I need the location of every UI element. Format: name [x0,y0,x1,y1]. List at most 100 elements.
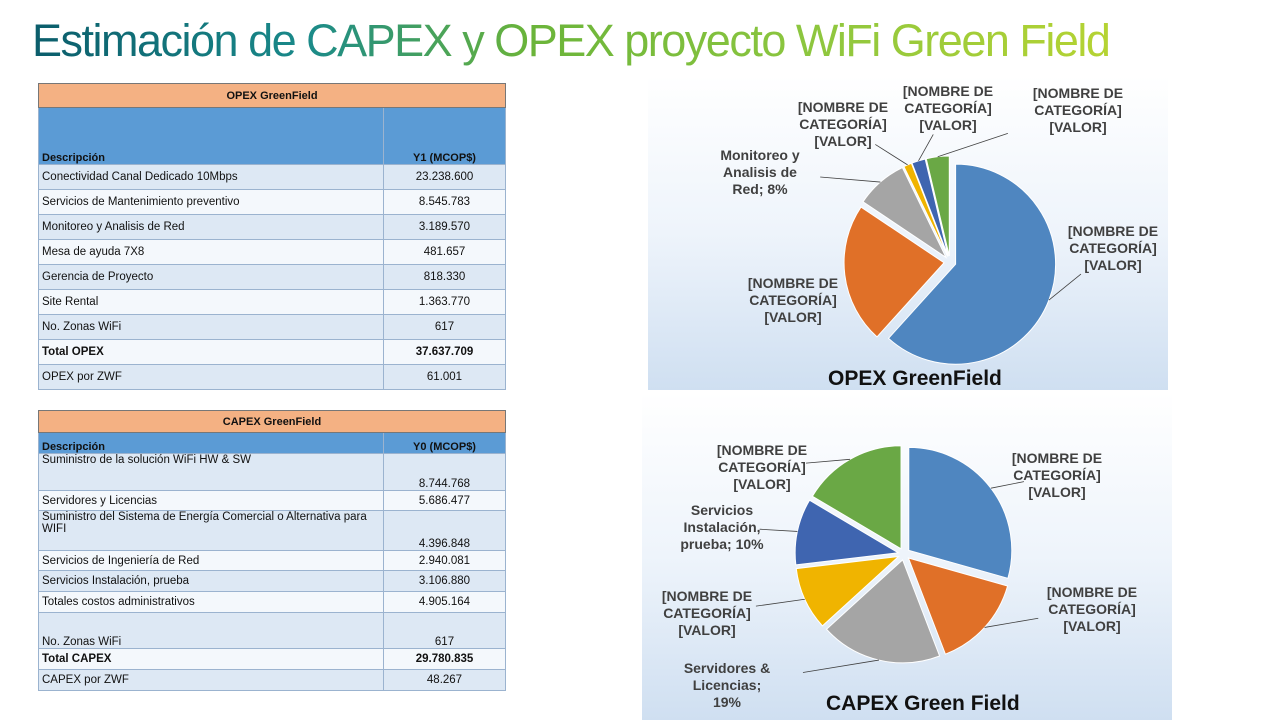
pie [755,445,1039,673]
slice-label: [NOMBRE DE CATEGORÍA] [VALOR] [902,83,994,133]
table-cell: 8.744.768 [383,453,506,491]
pie-slice [911,158,949,257]
table-cell: 2.940.081 [383,550,506,571]
slice-label: [NOMBRE DE CATEGORÍA] [VALOR] [1046,584,1138,634]
table-row: No. Zonas WiFi 617 [38,612,506,649]
table-cell: Suministro de la solución WiFi HW & SW [38,453,384,491]
table-cell: 4.396.848 [383,510,506,551]
table-cell: Total OPEX [38,339,384,365]
table-cell: Servidores y Licencias [38,490,384,511]
table-cell: 4.905.164 [383,591,506,613]
slice-label: [NOMBRE DE CATEGORÍA] [VALOR] [716,442,808,492]
table-cell: Gerencia de Proyecto [38,264,384,290]
leader-line [875,144,908,166]
slice-label: [NOMBRE DE CATEGORÍA] [VALOR] [1032,85,1124,135]
slice-label: [NOMBRE DE CATEGORÍA] [VALOR] [1011,450,1103,500]
pie-slice [862,166,948,259]
pie-slice [795,555,901,627]
table-cell: 8.545.783 [383,189,506,215]
slice-label: Servidores & Licencias; 19% [683,660,771,710]
table-row: No. Zonas WiFi 617 [38,314,506,340]
table-cell: 3.106.880 [383,570,506,592]
table-row: Total CAPEX 29.780.835 [38,648,506,670]
table-cell: Conectividad Canal Dedicado 10Mbps [38,164,384,190]
slice-label: Servicios Instalación, prueba; 10% [680,502,764,552]
leader-line [1048,273,1082,301]
slice-label: [NOMBRE DE CATEGORÍA] [VALOR] [747,275,839,325]
slice-label: [NOMBRE DE CATEGORÍA] [VALOR] [661,588,753,638]
title-row: CAPEX GreenField [38,410,506,433]
header-cell: Y1 (MCOP$) [383,107,506,165]
table-row: Monitoreo y Analisis de Red 3.189.570 [38,214,506,240]
table-cell: OPEX por ZWF [38,364,384,390]
table-cell: 481.657 [383,239,506,265]
table-cell: No. Zonas WiFi [38,612,384,649]
table-row: CAPEX por ZWF 48.267 [38,669,506,691]
pie [820,132,1082,365]
table-cell: No. Zonas WiFi [38,314,384,340]
table-row: Servicios de Mantenimiento preventivo 8.5… [38,189,506,215]
table-cell: Total CAPEX [38,648,384,670]
table-row: Servidores y Licencias 5.686.477 [38,490,506,511]
table-cell: Servicios Instalación, prueba [38,570,384,592]
leader-line [918,134,934,161]
table-cell: 61.001 [383,364,506,390]
pie-slice [794,499,900,566]
table-title: CAPEX GreenField [38,410,506,433]
leader-line [990,481,1025,489]
table-cell: 617 [383,314,506,340]
slice-label: [NOMBRE DE CATEGORÍA] [VALOR] [797,99,889,149]
pie-slice [887,163,1057,365]
leader-line [805,458,851,464]
table-cell: 818.330 [383,264,506,290]
table-cell: 29.780.835 [383,648,506,670]
leader-line [820,176,881,183]
slice-label: [NOMBRE DE CATEGORÍA] [VALOR] [1067,223,1159,273]
table-cell: 23.238.600 [383,164,506,190]
header-cell: Y0 (MCOP$) [383,432,506,454]
header-row: Descripción Y1 (MCOP$) [38,107,506,165]
table-cell: Monitoreo y Analisis de Red [38,214,384,240]
header-cell: Descripción [38,432,384,454]
chart-area: [NOMBRE DE CATEGORÍA] [VALOR] [NOMBRE DE … [642,392,1172,720]
table-cell: Servicios de Ingeniería de Red [38,550,384,571]
header-cell: Descripción [38,107,384,165]
table-row: OPEX por ZWF 61.001 [38,364,506,390]
pie-slice [925,155,950,257]
leader-line [802,659,879,673]
leader-line [755,598,805,607]
pie-slice [811,445,902,550]
table-row: Suministro del Sistema de Energía Comerc… [38,510,506,551]
slide-title: Estimación de CAPEX y OPEX proyecto WiFi… [32,14,1132,68]
leader-line [984,617,1039,628]
slice-label: Monitoreo y Analisis de Red; 8% [720,147,800,197]
chart-title: CAPEX Green Field [826,692,1020,715]
pie-slice [843,206,945,338]
table-cell: Totales costos administrativos [38,591,384,613]
table-cell: CAPEX por ZWF [38,669,384,691]
pie-slice [908,446,1013,579]
table-cell: Servicios de Mantenimiento preventivo [38,189,384,215]
data-table: CAPEX GreenField Descripción Y0 (MCOP$) Sum… [38,410,506,691]
title-row: OPEX GreenField [38,83,506,108]
table-row: Conectividad Canal Dedicado 10Mbps 23.238… [38,164,506,190]
table-row: Suministro de la solución WiFi HW & SW 8.… [38,453,506,491]
table-row: Servicios Instalación, prueba 3.106.880 [38,570,506,592]
data-table: OPEX GreenField Descripción Y1 (MCOP$) Cone… [38,83,506,390]
table-row: Gerencia de Proyecto 818.330 [38,264,506,290]
table-row: Site Rental 1.363.770 [38,289,506,315]
chart-title: OPEX GreenField [828,367,1002,390]
table-cell: Suministro del Sistema de Energía Comerc… [38,510,384,551]
header-row: Descripción Y0 (MCOP$) [38,432,506,454]
table-cell: 617 [383,612,506,649]
table-row: Total OPEX 37.637.709 [38,339,506,365]
table-cell: Site Rental [38,289,384,315]
table-row: Totales costos administrativos 4.905.164 [38,591,506,613]
table-cell: 5.686.477 [383,490,506,511]
pie-slice [825,558,941,664]
table-cell: 37.637.709 [383,339,506,365]
table-cell: 3.189.570 [383,214,506,240]
table-cell: 48.267 [383,669,506,691]
table-cell: Mesa de ayuda 7X8 [38,239,384,265]
